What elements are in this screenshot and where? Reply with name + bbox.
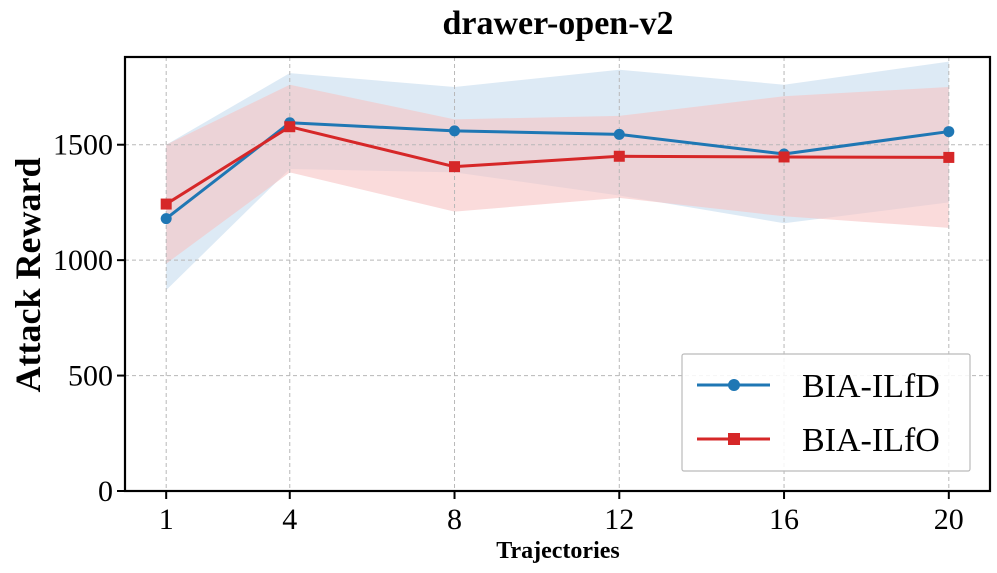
plot-frame <box>123 55 992 493</box>
series-0-point <box>160 213 172 225</box>
series-0-point <box>943 126 955 138</box>
y-tick-label: 0 <box>98 475 113 508</box>
series-0-point <box>449 125 461 137</box>
legend-box <box>681 353 971 472</box>
y-tick-label: 1000 <box>53 244 113 277</box>
series-lines <box>165 121 950 220</box>
legend-marker-1 <box>728 433 740 445</box>
band-1 <box>166 84 949 264</box>
legend-label-0: BIA-ILfD <box>802 368 940 405</box>
series-1-point <box>449 161 461 173</box>
x-tick-label: 16 <box>769 503 799 536</box>
axis-ticks: 1 4 8 12 16 20 0 500 1000 1500 <box>53 129 964 536</box>
series-1-point <box>160 198 172 210</box>
legend: BIA-ILfD BIA-ILfO <box>681 353 971 472</box>
series-1-point <box>943 151 955 163</box>
x-tick-label: 20 <box>934 503 964 536</box>
x-tick-label: 12 <box>604 503 634 536</box>
x-tick-label: 8 <box>447 503 462 536</box>
chart-title: drawer-open-v2 <box>442 5 673 42</box>
series-1-point <box>778 151 790 163</box>
legend-label-1: BIA-ILfO <box>802 422 940 459</box>
series-line-1 <box>165 125 949 206</box>
x-tick-label: 4 <box>282 503 297 536</box>
y-tick-label: 500 <box>68 360 113 393</box>
y-tick-label: 1500 <box>53 129 113 162</box>
x-tick-label: 1 <box>159 503 174 536</box>
series-1-point <box>613 150 625 162</box>
confidence-bands <box>166 61 949 291</box>
series-1-point <box>284 121 296 133</box>
legend-marker-0 <box>728 379 740 391</box>
plot-area: 1 4 8 12 16 20 0 500 1000 1500 <box>53 55 992 536</box>
series-markers <box>160 117 955 225</box>
x-axis-label: Trajectories <box>496 538 619 564</box>
y-axis-label: Attack Reward <box>8 158 48 393</box>
series-0-point <box>613 128 625 140</box>
